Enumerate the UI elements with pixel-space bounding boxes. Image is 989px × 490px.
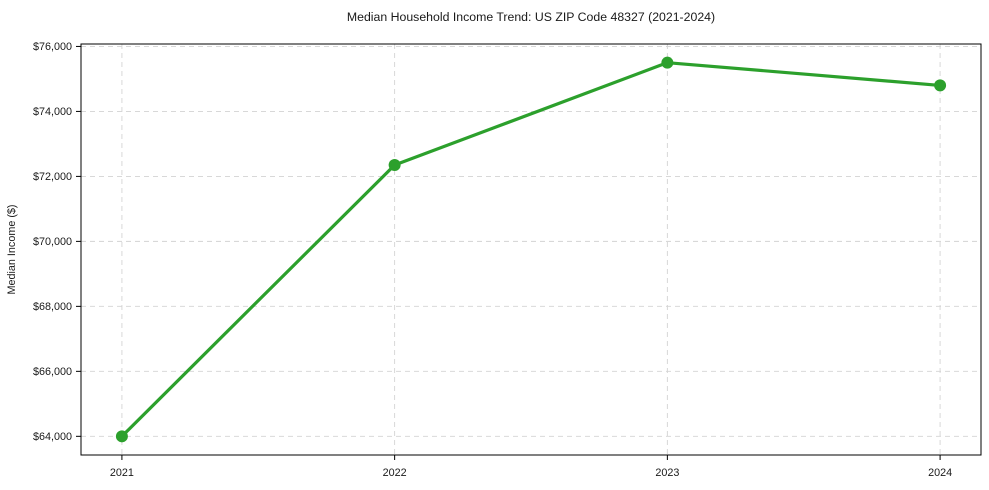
x-tick-label: 2024 xyxy=(928,467,952,479)
x-tick-label: 2021 xyxy=(110,467,134,479)
axis-tick-labels: $64,000 $66,000 $68,000 $70,000 $72,000 $74,0… xyxy=(33,41,952,479)
axis-ticks xyxy=(76,45,941,460)
y-tick-label: $72,000 xyxy=(33,171,72,183)
gridlines xyxy=(81,44,981,455)
plot-border xyxy=(80,43,982,456)
x-tick-label: 2023 xyxy=(655,467,679,479)
y-tick-label: $70,000 xyxy=(33,236,72,248)
y-tick-label: $74,000 xyxy=(33,106,72,118)
y-axis-label: Median Income ($) xyxy=(6,204,18,294)
data-point-2024 xyxy=(934,79,947,92)
chart-title: Median Household Income Trend: US ZIP Co… xyxy=(347,10,715,24)
y-tick-label: $66,000 xyxy=(33,366,72,378)
income-line-series xyxy=(115,56,947,443)
y-tick-label: $64,000 xyxy=(33,431,72,443)
y-tick-label: $68,000 xyxy=(33,301,72,313)
data-point-2022 xyxy=(388,159,401,172)
data-point-2021 xyxy=(115,430,128,443)
y-tick-label: $76,000 xyxy=(33,41,72,53)
data-point-2023 xyxy=(661,56,674,69)
x-tick-label: 2022 xyxy=(383,467,407,479)
income-trend-line xyxy=(120,61,942,438)
